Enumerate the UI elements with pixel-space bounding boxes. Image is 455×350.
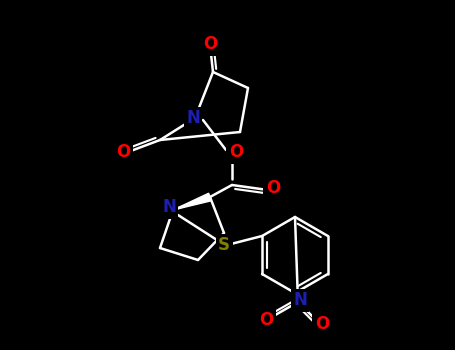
Text: O: O: [229, 143, 243, 161]
Text: O: O: [259, 311, 273, 329]
Text: O: O: [116, 143, 130, 161]
Text: N: N: [293, 291, 307, 309]
Text: O: O: [266, 179, 280, 197]
Text: O: O: [315, 315, 329, 333]
Text: S: S: [218, 236, 230, 254]
Polygon shape: [173, 193, 211, 210]
Text: N: N: [162, 198, 176, 216]
Text: N: N: [186, 109, 200, 127]
Text: O: O: [203, 35, 217, 53]
